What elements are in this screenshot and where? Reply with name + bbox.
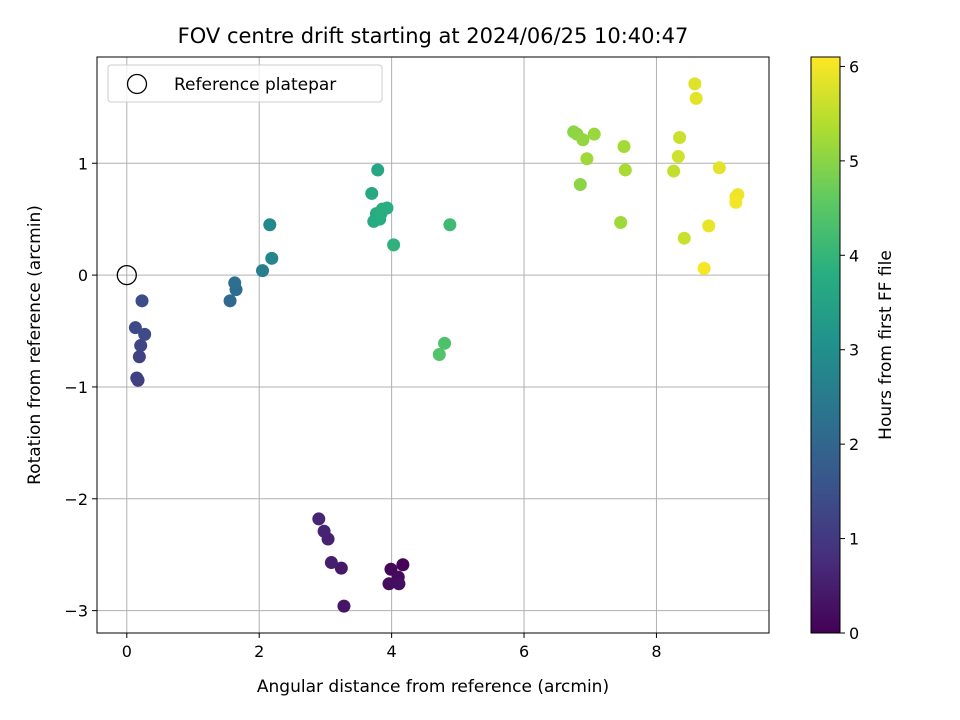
y-tick-label: −1	[64, 378, 88, 397]
data-point	[573, 178, 587, 192]
data-point	[702, 219, 716, 233]
x-tick-label: 4	[387, 642, 397, 661]
data-point	[132, 350, 146, 364]
data-point	[396, 558, 410, 572]
y-tick-label: −3	[64, 602, 88, 621]
colorbar-tick-label: 1	[849, 530, 859, 549]
x-tick-label: 8	[651, 642, 661, 661]
x-tick-label: 0	[122, 642, 132, 661]
colorbar-tick-label: 5	[849, 152, 859, 171]
data-point	[618, 163, 632, 177]
data-point	[337, 599, 351, 613]
data-point	[138, 327, 152, 341]
legend-box	[107, 64, 383, 103]
data-point	[223, 294, 237, 308]
data-point	[438, 336, 452, 350]
data-point	[392, 577, 406, 591]
data-point	[432, 348, 446, 362]
plot-frame	[96, 56, 770, 634]
data-point	[673, 131, 687, 145]
x-tick-label: 2	[254, 642, 264, 661]
reference-point	[116, 264, 137, 286]
legend-marker	[126, 73, 148, 95]
colorbar-tick-label: 4	[849, 246, 859, 265]
grid	[97, 57, 769, 633]
colorbar-tick-label: 3	[849, 341, 859, 360]
data-point	[580, 152, 594, 166]
data-point	[688, 77, 702, 91]
data-point	[371, 163, 385, 177]
data-point	[128, 321, 142, 335]
y-axis-ticks: −3 −2 −1 0 1	[64, 154, 97, 621]
data-point	[380, 201, 394, 215]
colorbar-tick-label: 2	[849, 435, 859, 454]
data-point	[365, 186, 379, 200]
data-point	[576, 133, 590, 147]
data-point	[671, 150, 685, 164]
data-point	[334, 561, 348, 575]
data-point	[130, 371, 144, 385]
data-point	[443, 218, 457, 232]
data-point	[256, 264, 270, 278]
data-point	[712, 161, 726, 175]
data-point	[135, 294, 149, 308]
scatter-points	[116, 77, 745, 613]
data-point	[265, 251, 279, 265]
data-point	[729, 195, 743, 209]
colorbar-tick-label: 0	[849, 624, 859, 643]
colorbar-gradient	[810, 56, 841, 634]
colorbar-tick-label: 6	[849, 57, 859, 76]
data-point	[689, 91, 703, 105]
y-tick-label: 1	[78, 154, 88, 173]
y-axis-label: Rotation from reference (arcmin)	[25, 205, 45, 485]
data-point	[697, 261, 711, 275]
data-point	[667, 164, 681, 178]
data-point	[614, 216, 628, 230]
data-point	[317, 524, 331, 538]
x-axis-label: Angular distance from reference (arcmin)	[257, 677, 609, 697]
data-point	[382, 577, 396, 591]
chart-title: FOV centre drift starting at 2024/06/25 …	[178, 24, 689, 48]
colorbar: 0 1 2 3 4 5 6 Hours from first FF file	[810, 56, 896, 643]
data-point	[312, 512, 326, 526]
data-point	[324, 556, 338, 570]
legend: Reference platepar	[107, 64, 383, 103]
y-tick-label: 0	[78, 266, 88, 285]
colorbar-label: Hours from first FF file	[876, 250, 896, 440]
data-point	[228, 276, 242, 290]
data-point	[263, 218, 277, 232]
x-axis-ticks: 0 2 4 6 8	[122, 633, 662, 661]
y-tick-label: −2	[64, 490, 88, 509]
data-point	[587, 127, 601, 141]
data-point	[134, 339, 148, 353]
x-tick-label: 6	[519, 642, 529, 661]
legend-label: Reference platepar	[174, 75, 336, 95]
data-point	[617, 139, 631, 153]
data-point	[677, 231, 691, 245]
colorbar-ticks: 0 1 2 3 4 5 6	[840, 57, 859, 643]
data-point	[387, 238, 401, 252]
